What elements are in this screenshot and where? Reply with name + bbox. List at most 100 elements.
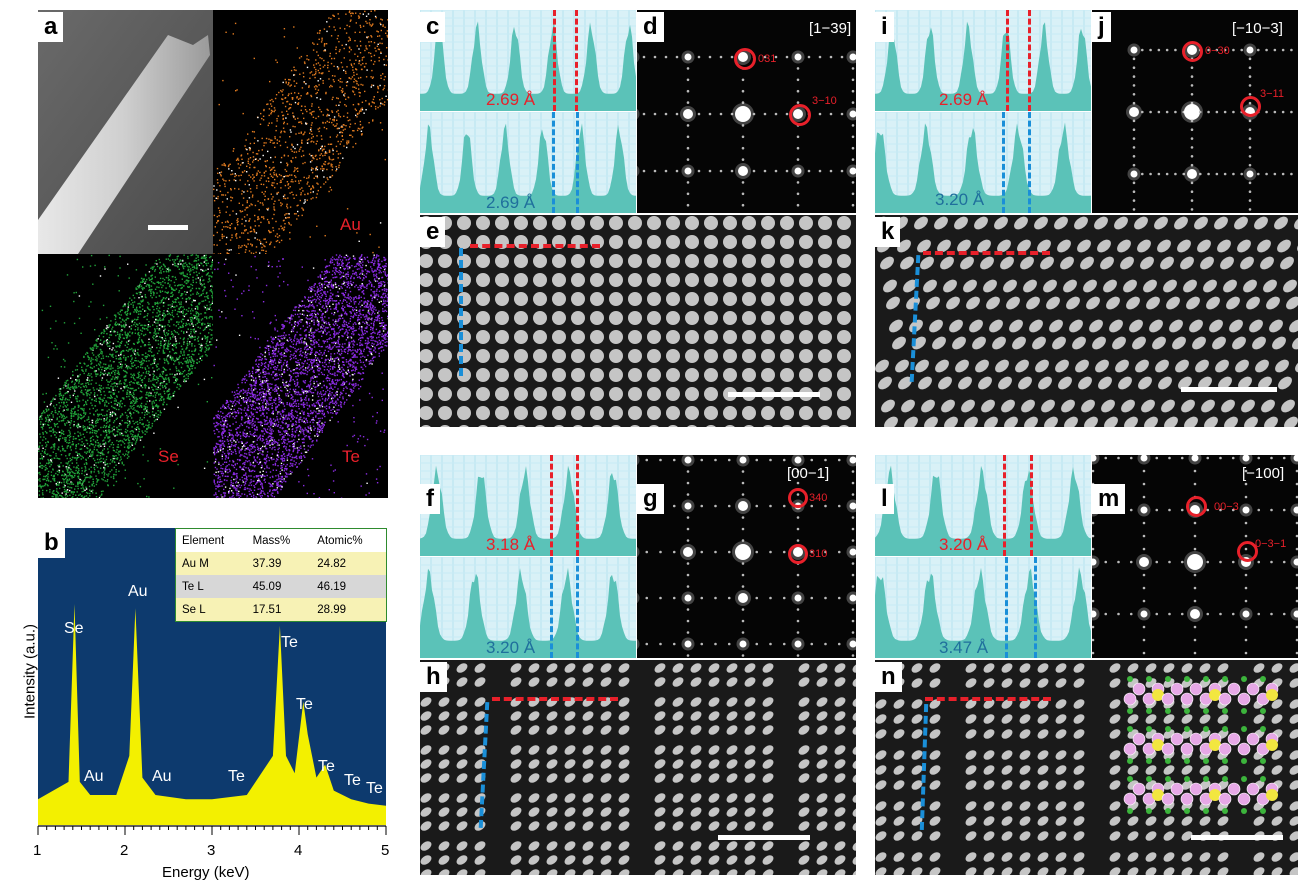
marker-blue xyxy=(576,557,579,658)
marker-red xyxy=(470,244,600,248)
diffraction-d: 031 3−10 [1−39] xyxy=(626,10,860,213)
marker-blue xyxy=(1028,112,1031,213)
zone-axis: [−100] xyxy=(1242,465,1285,482)
peak-label: Au xyxy=(128,583,148,600)
marker-red xyxy=(575,10,578,111)
d-spacing-top: 3.20 Å xyxy=(939,535,989,554)
hrtem-image xyxy=(875,215,1298,427)
marker-blue xyxy=(1034,557,1037,658)
x-axis-title: Energy (keV) xyxy=(162,864,250,881)
intensity-profile-top xyxy=(420,455,636,556)
te-map xyxy=(213,254,388,498)
panel-label-b: b xyxy=(38,528,65,558)
atomic-model-overlay xyxy=(1123,676,1279,814)
hrtem-image xyxy=(420,215,856,427)
panel-label-e: e xyxy=(420,217,446,247)
table-cell: 45.09 xyxy=(252,580,282,593)
y-axis-title: Intensity (a.u.) xyxy=(21,623,39,720)
spot-index: 0−30 xyxy=(1205,45,1230,57)
scale-bar xyxy=(718,835,810,840)
spot-circle xyxy=(1237,541,1258,562)
intensity-profile-bottom xyxy=(420,112,636,213)
panel-label-c: c xyxy=(420,12,446,42)
marker-red xyxy=(923,251,1050,255)
spot-circle xyxy=(1186,496,1207,517)
marker-red xyxy=(925,697,1051,701)
panel-a: Au Se Te xyxy=(38,10,388,498)
te-map-label: Te xyxy=(342,447,360,466)
spot-index: 3−11 xyxy=(1260,88,1284,100)
intensity-profile-bottom xyxy=(420,557,636,658)
table-cell: 46.19 xyxy=(317,580,347,593)
peak-label: Te xyxy=(296,696,313,713)
au-map xyxy=(213,10,388,254)
scale-bar xyxy=(148,225,188,230)
scale-bar xyxy=(1191,835,1283,840)
marker-red xyxy=(1003,455,1006,556)
lattice-k xyxy=(875,215,1298,427)
panel-label-j: j xyxy=(1092,12,1111,42)
marker-red xyxy=(553,10,556,111)
peak-label: Se xyxy=(64,620,84,637)
panel-label-n: n xyxy=(875,662,902,692)
spectrum-area xyxy=(38,604,386,825)
sem-image xyxy=(38,10,213,254)
spectrum-chart: Element Mass% Atomic% Au M 37.39 24.82 Te L 4… xyxy=(38,528,387,825)
table-cell: Se L xyxy=(182,603,206,616)
marker-blue xyxy=(550,557,553,658)
table-header: Atomic% xyxy=(317,534,363,547)
x-tick-label: 5 xyxy=(381,842,390,859)
marker-blue xyxy=(459,248,463,376)
spot-circle xyxy=(1182,41,1203,62)
panel-label-f: f xyxy=(420,484,440,514)
marker-blue xyxy=(1002,112,1005,213)
panel-label-k: k xyxy=(875,217,901,247)
peak-label: Te xyxy=(366,780,383,797)
marker-red xyxy=(492,697,618,701)
spot-circle xyxy=(789,104,811,126)
intensity-profile-bottom xyxy=(875,112,1091,213)
d-spacing-top: 2.69 Å xyxy=(939,90,989,109)
marker-red xyxy=(576,455,579,556)
spot-circle xyxy=(788,544,808,564)
panel-label-g: g xyxy=(637,484,664,514)
scale-bar xyxy=(1181,387,1277,392)
intensity-profile-bottom xyxy=(875,557,1091,658)
spot-circle xyxy=(734,48,756,70)
spot-index: 00−3 xyxy=(1214,501,1239,513)
d-spacing-bottom: 3.20 Å xyxy=(486,638,536,657)
intensity-profile-top xyxy=(420,10,636,111)
scale-bar xyxy=(728,392,820,397)
diffraction-pattern xyxy=(626,453,860,658)
marker-red xyxy=(550,455,553,556)
peak-label: Te xyxy=(228,768,245,785)
spectrum-plot xyxy=(38,604,386,825)
table-cell: 17.51 xyxy=(252,603,282,616)
panel-label-l: l xyxy=(875,484,894,514)
zone-axis: [1−39] xyxy=(809,20,852,37)
profile-panel-c: 2.69 Å 2.69 Å xyxy=(420,10,636,213)
au-map-label: Au xyxy=(340,215,361,234)
table-cell: 37.39 xyxy=(252,557,282,570)
lattice-h xyxy=(420,660,856,875)
table-header: Element xyxy=(182,534,225,547)
peak-label: Te xyxy=(344,772,361,789)
composition-table: Element Mass% Atomic% Au M 37.39 24.82 Te L 4… xyxy=(175,528,387,622)
lattice-n xyxy=(875,660,1298,875)
table-cell: Au M xyxy=(182,557,209,570)
d-spacing-bottom: 3.47 Å xyxy=(939,638,989,657)
marker-blue xyxy=(552,112,555,213)
spectrum-x-axis xyxy=(37,825,387,835)
marker-red xyxy=(1028,10,1031,111)
spot-index: 3−10 xyxy=(812,95,837,107)
profile-panel-i: 2.69 Å 3.20 Å xyxy=(875,10,1091,213)
x-tick-label: 2 xyxy=(120,842,129,859)
lattice-e xyxy=(420,215,856,427)
marker-red xyxy=(1030,455,1033,556)
table-cell: 28.99 xyxy=(317,603,347,616)
diffraction-m: 00−3 0−3−1 [−100] xyxy=(1086,451,1298,658)
peak-label: Au xyxy=(84,768,104,785)
spot-index: 0−3−1 xyxy=(1255,538,1287,550)
d-spacing-top: 2.69 Å xyxy=(486,90,536,109)
profile-panel-f: 3.18 Å 3.20 Å xyxy=(420,455,636,658)
